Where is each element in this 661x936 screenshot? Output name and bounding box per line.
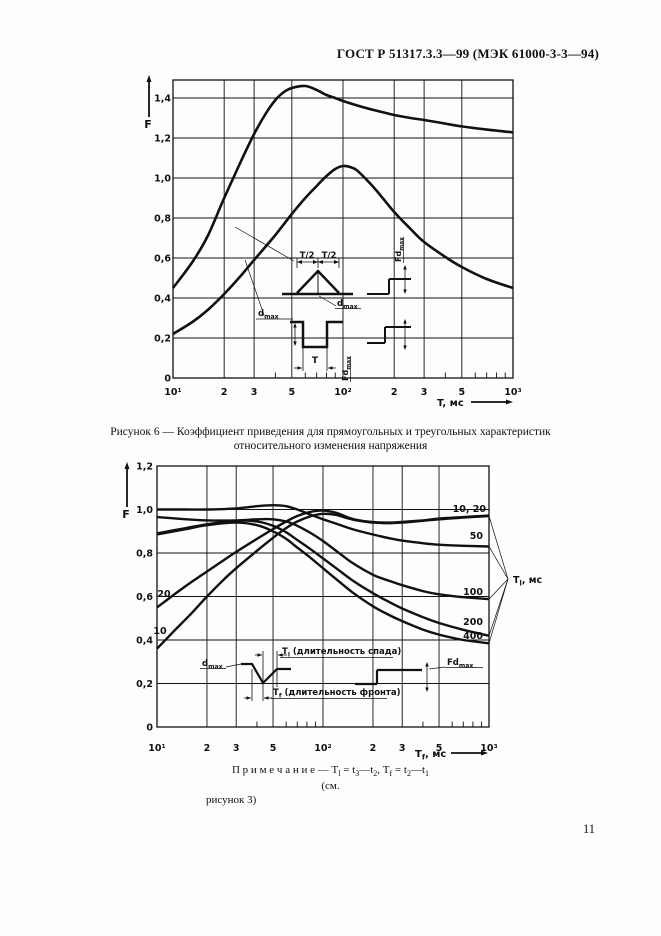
- svg-text:0,8: 0,8: [154, 214, 171, 225]
- svg-text:1,4: 1,4: [154, 94, 171, 105]
- svg-text:Tf (длительность фронта): Tf (длительность фронта): [273, 688, 401, 699]
- svg-text:10¹: 10¹: [164, 387, 181, 398]
- series-200: [156, 519, 490, 637]
- svg-text:3: 3: [421, 387, 428, 398]
- svg-text:1,2: 1,2: [154, 134, 171, 145]
- svg-text:10, 20: 10, 20: [453, 504, 487, 515]
- svg-text:0,2: 0,2: [154, 334, 171, 345]
- svg-text:3: 3: [251, 387, 258, 398]
- svg-text:0,6: 0,6: [154, 254, 171, 265]
- svg-text:Tl (длительность спада): Tl (длительность спада): [282, 647, 401, 658]
- series-triangular: [172, 164, 514, 336]
- series-400: [156, 521, 490, 645]
- svg-text:T, мс: T, мс: [437, 398, 464, 409]
- svg-text:0,4: 0,4: [136, 636, 153, 647]
- svg-text:dmax: dmax: [337, 299, 358, 310]
- svg-text:1,2: 1,2: [136, 462, 153, 473]
- svg-text:T/2: T/2: [300, 251, 315, 261]
- page-title: ГОСТ Р 51317.3.3—99 (МЭК 61000-3-3—94): [336, 46, 599, 61]
- svg-text:Fdmax: Fdmax: [341, 356, 352, 381]
- figure6-caption-line1: Рисунок 6 — Коэффициент приведения для п…: [110, 426, 551, 438]
- svg-text:2: 2: [391, 387, 398, 398]
- figure6-chart: 10¹ 2 3 5 10² 2 3 5 10³ 0 0,2 0,4 0,6 0,8 1,0 1,2 1,4 F T,…: [144, 75, 522, 409]
- svg-text:Tf, мс: Tf, мс: [415, 749, 446, 761]
- svg-text:5: 5: [289, 387, 296, 398]
- svg-text:0: 0: [164, 374, 171, 385]
- svg-text:Fdmax: Fdmax: [447, 658, 473, 669]
- svg-text:3: 3: [233, 743, 240, 754]
- svg-text:10¹: 10¹: [148, 743, 165, 754]
- svg-text:0: 0: [146, 723, 153, 734]
- series-20: [156, 509, 490, 609]
- svg-text:10³: 10³: [504, 387, 521, 398]
- svg-text:dmax: dmax: [258, 309, 279, 320]
- svg-text:200: 200: [463, 617, 483, 628]
- figure6-caption: Рисунок 6 — Коэффициент приведения для п…: [40, 425, 621, 453]
- svg-text:2: 2: [370, 743, 377, 754]
- svg-text:50: 50: [470, 531, 484, 542]
- svg-text:F: F: [144, 118, 152, 131]
- figure6-caption-line2: относительного изменения напряжения: [233, 440, 428, 452]
- svg-text:10²: 10²: [334, 387, 351, 398]
- svg-text:2: 2: [204, 743, 211, 754]
- note-line-3: рисунок 3): [206, 794, 257, 806]
- svg-text:1,0: 1,0: [136, 505, 153, 516]
- svg-text:400: 400: [463, 631, 483, 642]
- svg-text:dmax: dmax: [202, 659, 223, 670]
- svg-text:10²: 10²: [314, 743, 331, 754]
- page-number: 11: [583, 822, 596, 836]
- series-rectangular: [171, 84, 514, 289]
- svg-text:5: 5: [436, 743, 443, 754]
- svg-text:T/2: T/2: [322, 251, 337, 261]
- svg-text:3: 3: [399, 743, 406, 754]
- svg-text:F: F: [122, 508, 130, 521]
- svg-text:1,0: 1,0: [154, 174, 171, 185]
- svg-text:10: 10: [153, 626, 167, 637]
- svg-text:T: T: [312, 356, 319, 366]
- svg-text:Tl, мс: Tl, мс: [513, 575, 542, 587]
- svg-text:5: 5: [270, 743, 277, 754]
- svg-text:0,4: 0,4: [154, 294, 171, 305]
- svg-text:2: 2: [221, 387, 228, 398]
- svg-text:20: 20: [157, 589, 171, 600]
- svg-text:Fdmax: Fdmax: [394, 237, 405, 262]
- note: П р и м е ч а н и е — Тl = t3—t2, Тf = t…: [0, 764, 661, 806]
- svg-text:10³: 10³: [480, 743, 497, 754]
- series-50: [157, 503, 490, 548]
- svg-text:0,8: 0,8: [136, 549, 153, 560]
- note-line-2: (см.: [321, 780, 340, 793]
- svg-text:0,6: 0,6: [136, 592, 153, 603]
- svg-text:0,2: 0,2: [136, 679, 153, 690]
- svg-text:100: 100: [463, 587, 483, 598]
- note-line-1: П р и м е ч а н и е — Тl = t3—t2, Тf = t…: [231, 764, 429, 779]
- svg-text:5: 5: [459, 387, 466, 398]
- figure7-chart: 10¹ 2 3 5 10² 2 3 5 10³ 0 0,2 0,4 0,6 0,8 1,0 1,2 F Tf, м…: [122, 462, 542, 762]
